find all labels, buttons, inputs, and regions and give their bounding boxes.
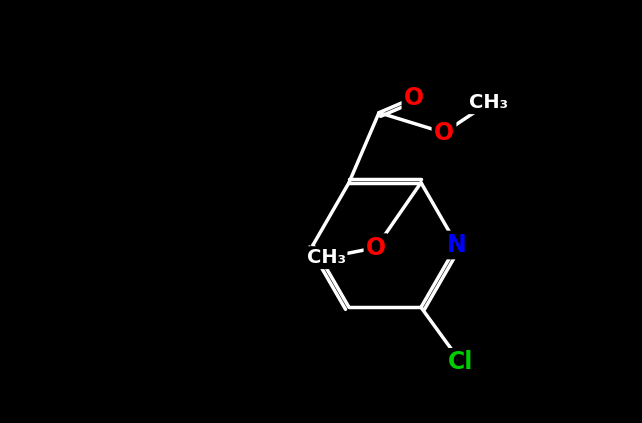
Text: Cl: Cl: [448, 350, 474, 374]
Text: O: O: [434, 121, 454, 145]
Text: CH₃: CH₃: [469, 93, 508, 112]
Text: N: N: [447, 233, 467, 257]
Text: O: O: [366, 236, 386, 260]
Text: CH₃: CH₃: [306, 248, 345, 267]
Text: O: O: [404, 85, 424, 110]
